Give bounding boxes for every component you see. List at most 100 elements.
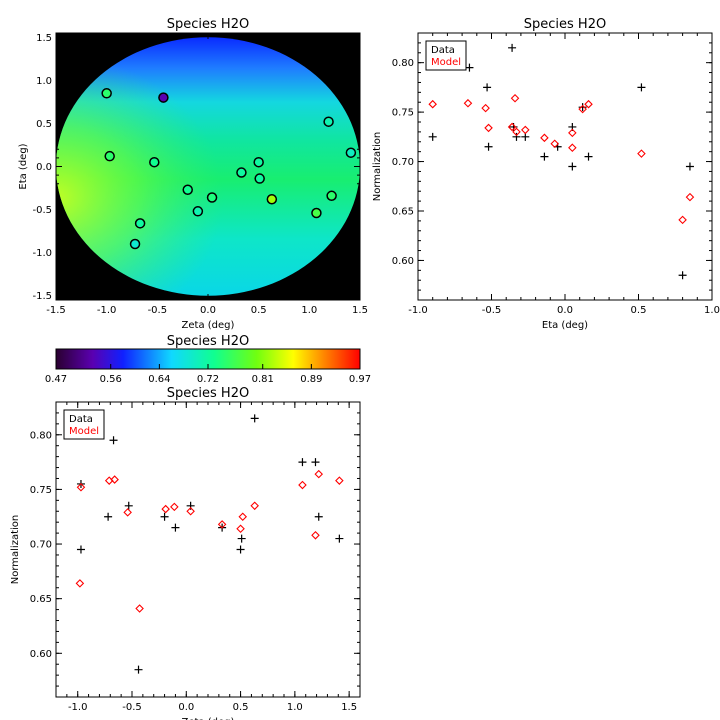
zeta-plot-model-point bbox=[217, 520, 227, 529]
heatmap-point bbox=[266, 193, 278, 205]
eta-plot-model-point bbox=[463, 98, 473, 108]
heatmap-xtick-label: -1.0 bbox=[97, 305, 117, 316]
zeta-plot-model-point bbox=[76, 482, 86, 492]
heatmap-ylabel: Eta (deg) bbox=[18, 143, 29, 189]
heatmap-xtick-label: -1.5 bbox=[46, 305, 66, 316]
colorbar-tick-label: 0.56 bbox=[100, 374, 122, 385]
eta-plot-xlabel: Eta (deg) bbox=[542, 320, 588, 331]
zeta-plot-ytick-label: 0.65 bbox=[30, 594, 52, 605]
heatmap-xtick-label: 1.0 bbox=[301, 305, 317, 316]
heatmap-point bbox=[253, 156, 264, 168]
zeta-plot-model-point bbox=[298, 480, 307, 490]
zeta-plot-data-point bbox=[160, 512, 169, 521]
eta-plot-xtick-label: -0.5 bbox=[482, 305, 502, 316]
zeta-plot-data-point bbox=[104, 512, 113, 521]
heatmap-ytick-label: 1.0 bbox=[36, 76, 52, 87]
zeta-plot-model-point bbox=[186, 506, 195, 516]
zeta-plot-legend-box bbox=[63, 409, 105, 440]
eta-plot-ytick-label: 0.65 bbox=[392, 207, 414, 218]
zeta-plot-model-point bbox=[335, 476, 344, 485]
zeta-plot-xlabel: Zeta (deg) bbox=[182, 717, 235, 720]
heatmap-point bbox=[326, 190, 337, 202]
eta-plot-model-point bbox=[578, 104, 587, 114]
heatmap-xtick-label: 0.0 bbox=[200, 305, 216, 316]
zeta-plot-data-point bbox=[109, 436, 118, 445]
zeta-plot-model-point bbox=[75, 579, 85, 588]
zeta-plot-xtick-label: -0.5 bbox=[122, 702, 142, 713]
zeta-plot-data-point bbox=[237, 534, 246, 543]
zeta-plot-model-point bbox=[311, 531, 320, 540]
eta-plot-ylabel: Normalization bbox=[372, 132, 383, 202]
heatmap-point bbox=[323, 116, 334, 127]
colorbar-tick-label: 0.64 bbox=[148, 374, 170, 385]
zeta-plot-xtick-label: -1.0 bbox=[68, 702, 88, 713]
heatmap-point bbox=[311, 207, 322, 219]
heatmap-point bbox=[158, 92, 169, 103]
eta-plot-frame bbox=[417, 32, 713, 301]
zeta-plot-data-point bbox=[124, 501, 133, 510]
eta-plot-legend-model: Model bbox=[431, 57, 461, 68]
colorbar-title: Species H2O bbox=[167, 334, 249, 349]
eta-plot-data-point bbox=[428, 132, 437, 141]
eta-plot-legend-data: Data bbox=[431, 45, 455, 56]
eta-plot-model-point bbox=[584, 99, 593, 109]
heatmap-point bbox=[192, 206, 204, 217]
eta-plot-model-point bbox=[507, 122, 517, 132]
eta-plot-xtick-label: -1.0 bbox=[408, 305, 428, 316]
eta-plot-model-point bbox=[550, 139, 559, 149]
eta-plot-data-point bbox=[465, 63, 474, 72]
zeta-plot-model-point bbox=[250, 501, 259, 511]
zeta-plot-xtick-label: 0.0 bbox=[178, 702, 194, 713]
heatmap-ytick-label: -0.5 bbox=[32, 205, 52, 216]
zeta-plot-ytick-label: 0.75 bbox=[30, 485, 52, 496]
heatmap-disk-group bbox=[56, 37, 360, 296]
zeta-plot-data-point bbox=[298, 458, 307, 467]
zeta-plot-xtick-label: 0.5 bbox=[233, 702, 249, 713]
eta-plot-model-point bbox=[685, 192, 695, 202]
heatmap-ytick-label: -1.5 bbox=[32, 291, 52, 302]
heatmap-disk-warm bbox=[56, 37, 360, 296]
eta-plot-data-point bbox=[483, 83, 492, 92]
eta-plot-ytick-label: 0.80 bbox=[392, 58, 414, 69]
eta-plot-ytick-label: 0.75 bbox=[392, 108, 414, 119]
heatmap-frame bbox=[55, 32, 361, 301]
zeta-plot-title: Species H2O bbox=[167, 386, 249, 401]
zeta-plot-model-point bbox=[135, 604, 144, 613]
eta-plot-title: Species H2O bbox=[524, 17, 606, 32]
heatmap-title: Species H2O bbox=[167, 17, 249, 32]
colorbar-tick-label: 0.89 bbox=[300, 374, 322, 385]
zeta-plot-data-point bbox=[314, 512, 323, 521]
heatmap-point bbox=[149, 156, 160, 168]
heatmap-point bbox=[182, 184, 193, 196]
heatmap-point bbox=[206, 192, 218, 203]
zeta-plot-ytick-label: 0.70 bbox=[30, 540, 52, 551]
zeta-plot-data-point bbox=[76, 545, 85, 554]
heatmap-point bbox=[134, 218, 146, 229]
eta-plot-ytick-label: 0.60 bbox=[392, 256, 414, 267]
eta-plot-data-point bbox=[678, 271, 687, 280]
eta-plot-model-point bbox=[428, 99, 437, 109]
eta-plot-model-point bbox=[568, 128, 577, 138]
zeta-plot-data-point bbox=[134, 665, 143, 674]
zeta-plot-data-point bbox=[236, 545, 245, 554]
zeta-plot-model-point bbox=[314, 469, 324, 479]
eta-plot-data-point bbox=[584, 152, 593, 161]
eta-plot-data-point bbox=[512, 132, 521, 141]
heatmap-ytick-label: 1.5 bbox=[36, 33, 52, 44]
eta-plot-model-point bbox=[521, 125, 530, 135]
zeta-plot-data-point bbox=[335, 534, 344, 543]
eta-plot-data-point bbox=[508, 43, 517, 52]
zeta-plot-model-point bbox=[238, 512, 248, 521]
eta-plot-model-point bbox=[678, 215, 687, 225]
zeta-plot-data-point bbox=[311, 458, 320, 467]
heatmap-ytick-label: -1.0 bbox=[32, 248, 52, 259]
eta-plot-data-point bbox=[484, 142, 493, 151]
colorbar-tick-label: 0.81 bbox=[252, 374, 274, 385]
eta-plot-model-point bbox=[510, 93, 520, 103]
eta-plot-model-point bbox=[637, 149, 646, 158]
eta-plot-data-point bbox=[568, 162, 577, 171]
zeta-plot-model-point bbox=[161, 504, 170, 514]
colorbar-tick-label: 0.47 bbox=[45, 374, 67, 385]
eta-plot-data-point bbox=[685, 162, 694, 171]
heatmap-ytick-label: 0.5 bbox=[36, 119, 52, 130]
